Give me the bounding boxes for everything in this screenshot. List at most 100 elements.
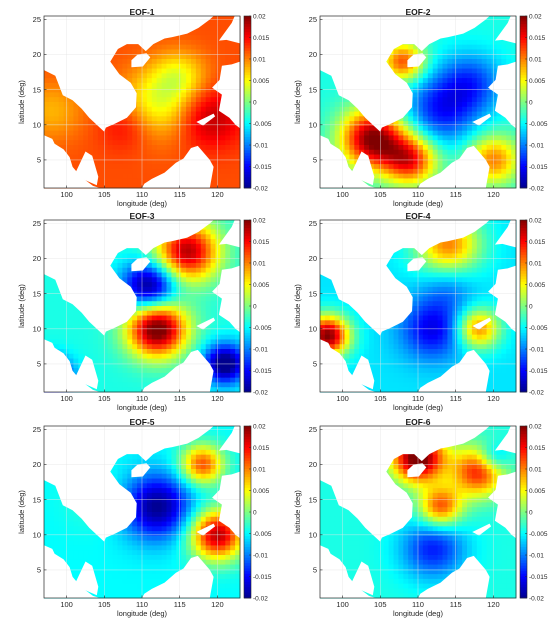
colorbar-step <box>520 136 527 141</box>
field-cell <box>210 73 216 79</box>
field-cell <box>398 73 404 79</box>
colorbar-step <box>244 335 251 339</box>
field-cell <box>200 87 207 93</box>
field-cell <box>171 363 177 369</box>
field-cell <box>471 39 478 46</box>
field-cell <box>462 234 468 240</box>
field-cell <box>369 140 375 146</box>
colorbar-tick-label: -0.005 <box>253 121 272 128</box>
field-cell <box>422 130 429 136</box>
field-cell <box>78 320 84 326</box>
field-cell <box>324 121 331 127</box>
field-cell <box>171 310 177 317</box>
field-cell <box>44 296 50 302</box>
field-cell <box>418 130 424 136</box>
colorbar-step <box>520 102 527 106</box>
field-cell <box>447 116 453 122</box>
colorbar-step <box>244 338 251 342</box>
colorbar-step <box>244 383 251 388</box>
field-cell <box>151 87 158 93</box>
field-cell <box>161 135 167 141</box>
field-cell <box>491 183 497 189</box>
colorbar-step <box>520 24 527 28</box>
field-cell <box>496 149 502 156</box>
colorbar-step <box>244 48 251 52</box>
colorbar-step <box>244 233 251 237</box>
field-cell <box>68 353 74 360</box>
field-cell <box>166 239 172 245</box>
field-cell <box>142 310 148 317</box>
colorbar-step <box>244 24 251 28</box>
field-cell <box>132 154 138 160</box>
field-cell <box>156 111 163 117</box>
field-cell <box>88 339 94 345</box>
field-cell <box>225 387 231 393</box>
field-cell <box>471 229 478 235</box>
field-cell <box>122 325 128 331</box>
field-cell <box>97 368 104 374</box>
colorbar-step <box>520 158 527 162</box>
colorbar-step <box>244 297 251 302</box>
field-cell <box>413 106 419 113</box>
field-cell <box>44 315 50 321</box>
panel-title: EOF-3 <box>129 211 154 221</box>
field-cell <box>486 149 492 156</box>
field-cell <box>102 164 109 170</box>
field-cell <box>102 349 109 355</box>
field-cell <box>161 368 167 374</box>
field-cell <box>102 387 109 393</box>
field-cell <box>132 82 138 89</box>
field-cell <box>403 121 409 127</box>
field-cell <box>481 39 488 46</box>
field-cell <box>452 78 458 84</box>
field-cell <box>151 320 158 326</box>
colorbar-step <box>520 91 527 95</box>
field-cell <box>215 130 221 136</box>
field-cell <box>44 116 50 122</box>
field-cell <box>215 220 221 226</box>
field-cell <box>496 30 502 36</box>
field-cell <box>78 358 84 364</box>
colorbar-step <box>520 147 527 151</box>
field-cell <box>501 183 507 189</box>
colorbar-tick-label: 0.01 <box>253 56 266 63</box>
field-cell <box>166 73 172 79</box>
colorbar-step <box>244 37 251 41</box>
field-cell <box>452 54 458 60</box>
field-cell <box>195 263 202 269</box>
field-cell <box>339 97 345 103</box>
field-cell <box>481 243 488 250</box>
field-cell <box>73 121 79 127</box>
field-cell <box>354 135 360 141</box>
field-cell <box>44 310 50 317</box>
field-cell <box>339 121 345 127</box>
field-cell <box>112 54 118 60</box>
field-cell <box>320 121 326 127</box>
field-cell <box>230 349 236 355</box>
field-cell <box>486 140 492 146</box>
field-cell <box>191 248 197 254</box>
field-cell <box>432 92 439 98</box>
field-cell <box>383 178 390 184</box>
field-cell <box>220 258 226 264</box>
field-cell <box>215 325 221 331</box>
colorbar-step <box>520 112 527 116</box>
field-cell <box>48 111 55 117</box>
field-cell <box>349 106 355 113</box>
field-cell <box>107 149 114 156</box>
field-cell <box>166 320 172 326</box>
field-cell <box>146 159 153 165</box>
colorbar-step <box>520 161 527 165</box>
field-cell <box>117 121 123 127</box>
field-cell <box>506 248 512 254</box>
field-cell <box>230 220 236 226</box>
field-cell <box>210 87 216 93</box>
field-cell <box>506 178 512 184</box>
field-cell <box>176 87 182 93</box>
field-cell <box>107 140 114 146</box>
field-cell <box>235 173 241 179</box>
field-cell <box>388 149 394 156</box>
field-cell <box>476 54 483 60</box>
field-cell <box>210 102 216 108</box>
